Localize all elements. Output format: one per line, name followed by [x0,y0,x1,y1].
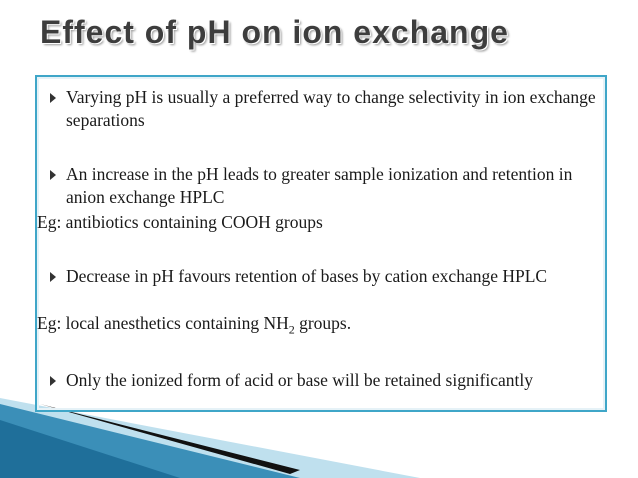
bullet-marker [50,376,56,386]
bullet-item: Varying pH is usually a preferred way to… [50,86,596,132]
subscript: 2 [288,322,295,337]
bullet-marker [50,170,56,180]
bullet-item: An increase in the pH leads to greater s… [50,163,596,209]
slide-title: Effect of pH on ion exchange [40,14,509,50]
example-text: Eg: local anesthetics containing NH [37,313,289,333]
bullet-item: Only the ionized form of acid or base wi… [50,369,596,392]
bullet-marker [50,272,56,282]
example-text: Eg: antibiotics containing COOH groups [37,212,323,232]
bullet-marker [50,93,56,103]
example-text-after: groups. [294,313,352,333]
bullet-text: Varying pH is usually a preferred way to… [66,87,596,130]
content-frame [35,75,607,412]
swoosh-dark [40,404,300,474]
bullet-item: Decrease in pH favours retention of base… [50,265,596,288]
bullet-text: Decrease in pH favours retention of base… [66,266,548,286]
bullet-text: Only the ionized form of acid or base wi… [66,370,534,390]
example-line: Eg: local anesthetics containing NH2 gro… [37,312,352,337]
swoosh-deep [0,420,180,478]
bullet-text: An increase in the pH leads to greater s… [66,164,573,207]
example-line: Eg: antibiotics containing COOH groups [37,211,323,234]
